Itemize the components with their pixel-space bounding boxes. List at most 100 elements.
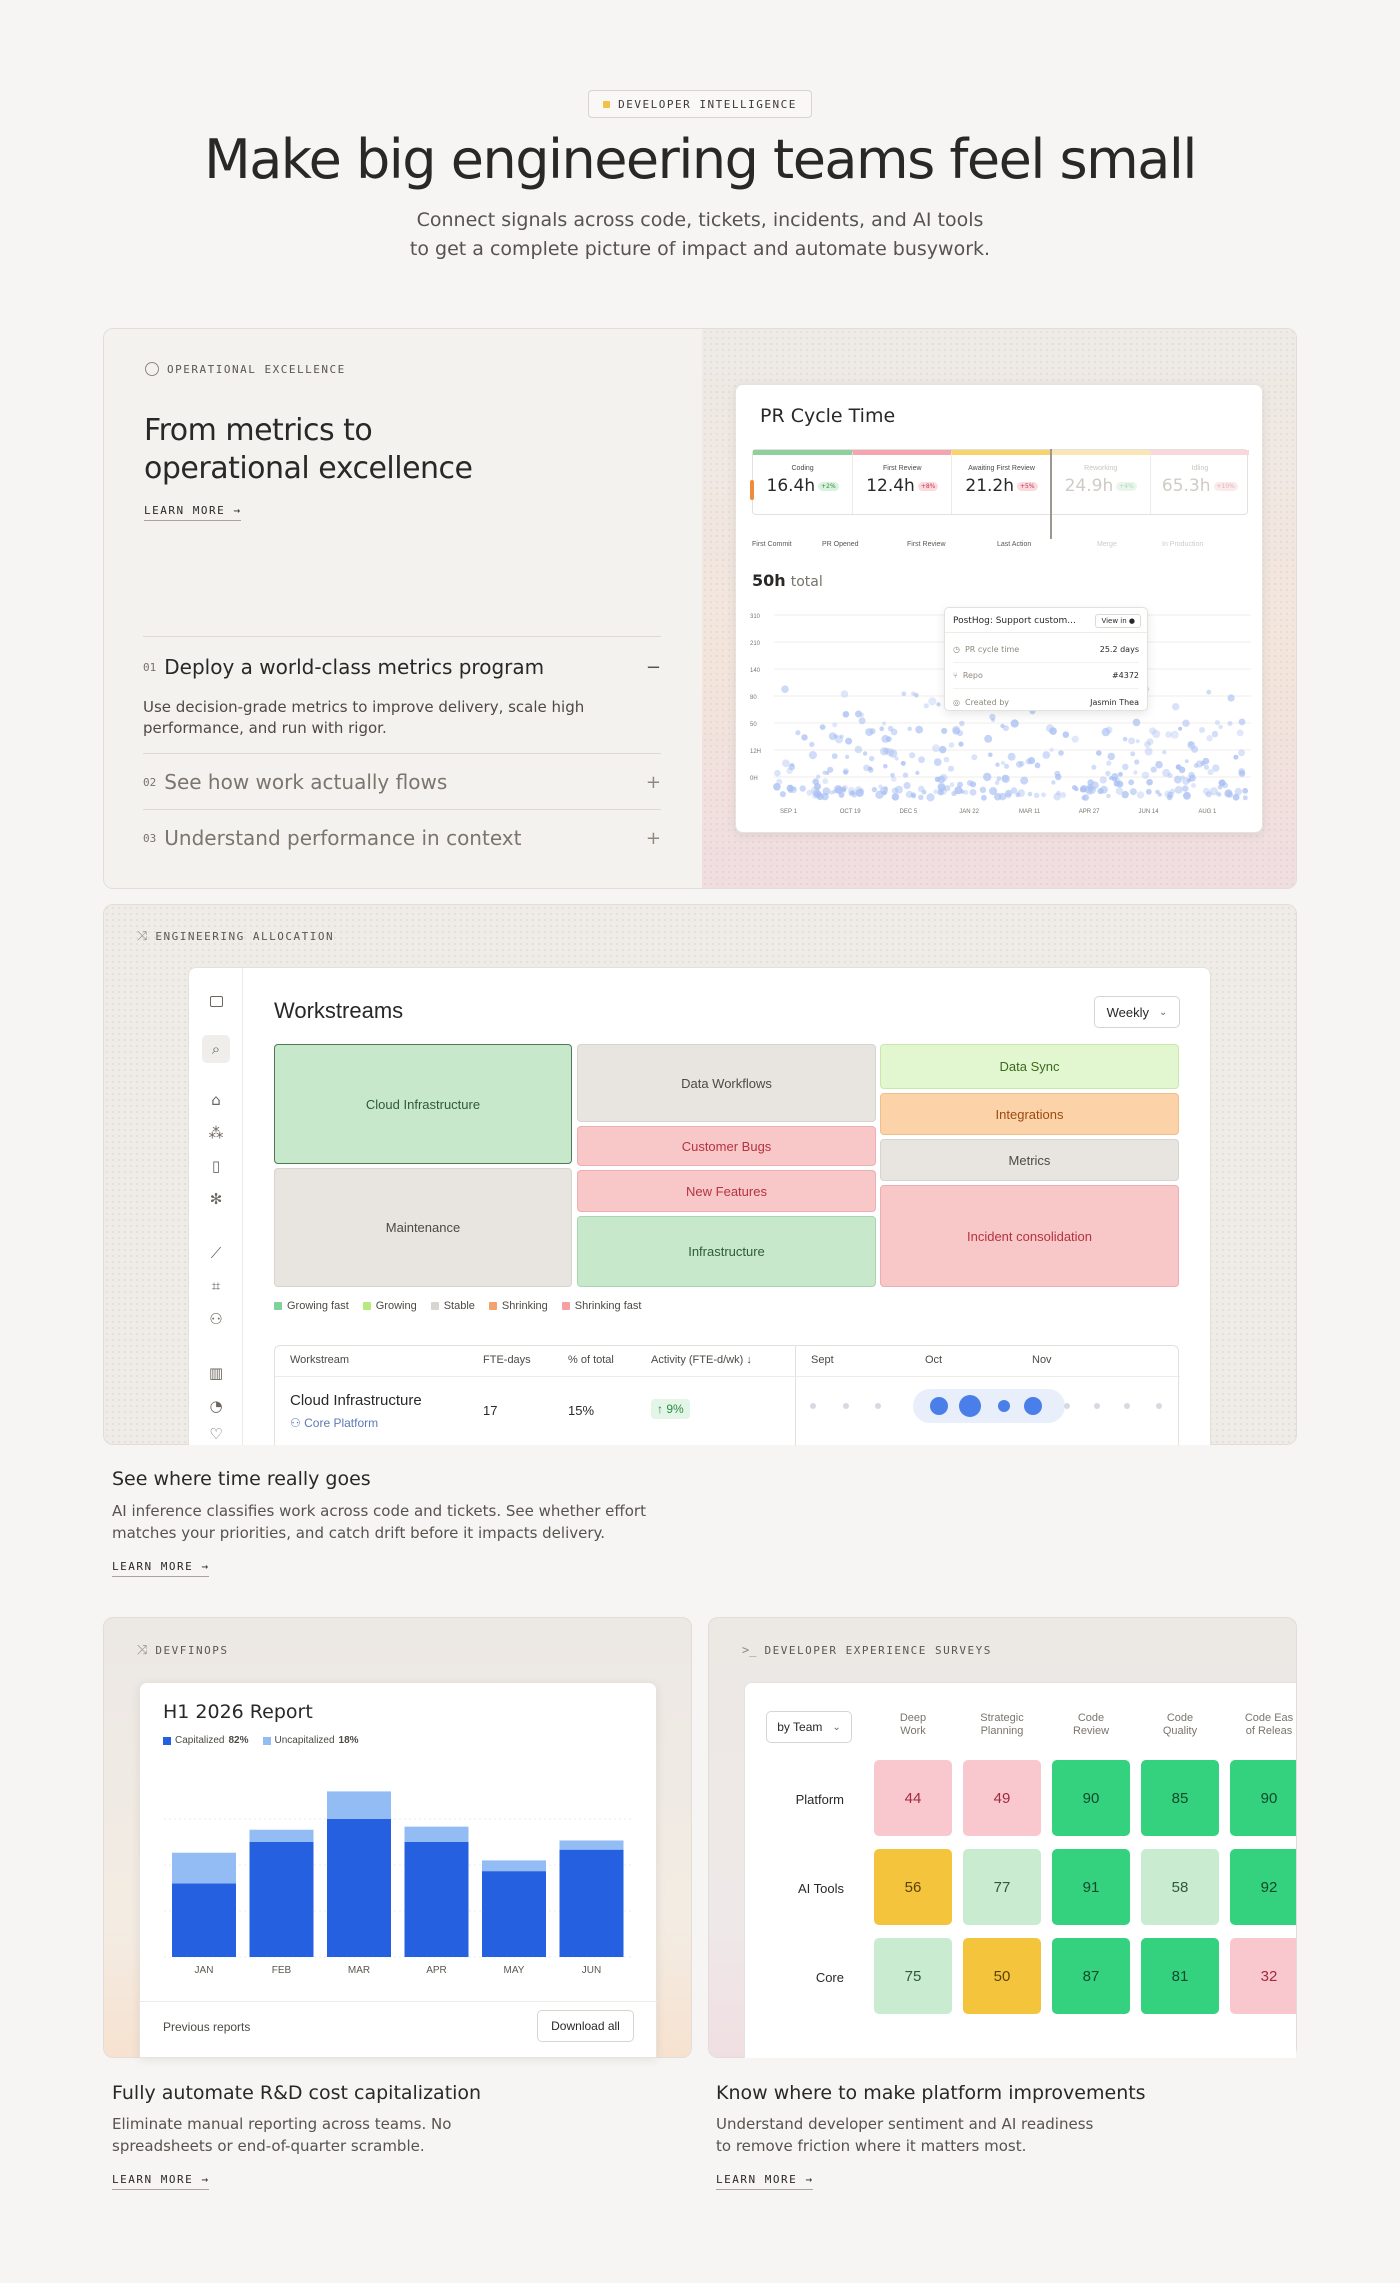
dx-column-header[interactable]: Code Review: [1052, 1712, 1130, 1738]
dx-heatmap-cell[interactable]: 85: [1141, 1760, 1219, 1836]
dx-column-header[interactable]: Strategic Planning: [963, 1712, 1041, 1738]
bar-uncapitalized[interactable]: [404, 1826, 469, 1842]
bar-capitalized[interactable]: [327, 1819, 391, 1957]
pr-point: [868, 767, 874, 773]
dx-heatmap-cell[interactable]: 81: [1141, 1938, 1219, 2014]
sidebar-toggle-icon[interactable]: [205, 990, 227, 1012]
dx-column-header[interactable]: Code Quality: [1141, 1712, 1219, 1738]
pr-point: [915, 725, 924, 734]
dx-heatmap-cell[interactable]: 90: [1052, 1760, 1130, 1836]
dx-heatmap-cell[interactable]: 56: [874, 1849, 952, 1925]
dx-heatmap-cell[interactable]: 49: [963, 1760, 1041, 1836]
dx-heatmap-cell[interactable]: 50: [963, 1938, 1041, 2014]
stage-value: 24.9h: [1064, 476, 1114, 496]
col-header-fte-days[interactable]: FTE-days: [483, 1354, 531, 1366]
pr-point: [1041, 792, 1046, 798]
team-filter-select[interactable]: by Team ⌄: [766, 1711, 852, 1743]
stage-5[interactable]: Idling 65.3h +10%: [1149, 450, 1249, 514]
dx-heatmap-cell[interactable]: 32: [1230, 1938, 1296, 2014]
view-in-github-button[interactable]: View in ●: [1095, 614, 1141, 628]
bar-uncapitalized[interactable]: [482, 1860, 546, 1872]
users-icon[interactable]: ⚇: [209, 1310, 223, 1328]
pr-point: [782, 759, 790, 768]
dx-column-header[interactable]: Code Eas of Releas: [1230, 1712, 1308, 1738]
stage-2[interactable]: First Review 12.4h +8%: [852, 450, 952, 514]
accordion-title: Deploy a world-class metrics program: [164, 655, 545, 679]
dx-heatmap: Platform 44 49 90 85 90 AI Tools 56 77 91 58 92 Core…: [744, 1760, 1296, 2058]
bar-uncapitalized[interactable]: [559, 1840, 624, 1850]
alloc-learn-more-link[interactable]: LEARN MORE →: [112, 1560, 210, 1577]
dx-heatmap-cell[interactable]: 91: [1052, 1849, 1130, 1925]
bar-capitalized[interactable]: [172, 1883, 236, 1957]
treemap-data-sync[interactable]: Data Sync: [880, 1044, 1179, 1089]
tooltip-row-label: Created by: [964, 697, 1009, 707]
dx-column-header[interactable]: Deep Work: [874, 1712, 952, 1738]
treemap-infrastructure[interactable]: Infrastructure: [577, 1216, 876, 1287]
bar-capitalized[interactable]: [404, 1842, 469, 1957]
treemap-customer-bugs[interactable]: Customer Bugs: [577, 1126, 876, 1166]
pie-icon[interactable]: ◔: [209, 1397, 223, 1415]
row-workstream-name[interactable]: Cloud Infrastructure: [290, 1392, 422, 1409]
col-header-activity[interactable]: Activity (FTE-d/wk) ↓: [651, 1354, 752, 1366]
github-icon: ●: [1128, 617, 1135, 625]
home-icon[interactable]: ⌂: [211, 1091, 221, 1109]
bar-chart-icon[interactable]: ▥: [208, 1364, 224, 1382]
pr-point: [1200, 760, 1206, 766]
chart-icon[interactable]: ⟋: [210, 1244, 222, 1262]
book-icon[interactable]: ▯: [211, 1157, 221, 1175]
bar-capitalized[interactable]: [249, 1842, 314, 1957]
download-all-button[interactable]: Download all: [537, 2010, 634, 2042]
dx-heatmap-cell[interactable]: 92: [1230, 1849, 1296, 1925]
dx-heatmap-cell[interactable]: 75: [874, 1938, 952, 2014]
pr-point: [891, 776, 897, 782]
pr-point: [883, 763, 888, 769]
dx-heatmap-cell[interactable]: 58: [1141, 1849, 1219, 1925]
treemap-metrics[interactable]: Metrics: [880, 1139, 1179, 1181]
search-icon[interactable]: ⌕: [202, 1035, 230, 1063]
period-select[interactable]: Weekly ⌄: [1094, 996, 1180, 1028]
accordion-item-1[interactable]: 01 Deploy a world-class metrics program …: [143, 636, 661, 754]
expand-icon[interactable]: +: [645, 827, 661, 849]
accordion-item-2[interactable]: 02 See how work actually flows +: [143, 753, 661, 809]
expand-icon[interactable]: +: [645, 771, 661, 793]
collapse-icon[interactable]: −: [645, 656, 661, 678]
stage-3[interactable]: Awaiting First Review 21.2h +5%: [951, 450, 1051, 514]
dx-heatmap-cell[interactable]: 44: [874, 1760, 952, 1836]
stage-4[interactable]: Reworking 24.9h +4%: [1050, 450, 1150, 514]
bar-uncapitalized[interactable]: [249, 1829, 314, 1842]
dx-learn-more-link[interactable]: LEARN MORE →: [716, 2173, 814, 2190]
treemap-incident-consolidation[interactable]: Incident consolidation: [880, 1185, 1179, 1287]
asterisk-icon[interactable]: ✻: [209, 1190, 223, 1208]
finops-heading: Fully automate R&D cost capitalization: [112, 2082, 482, 2104]
scan-icon[interactable]: ⌗: [211, 1277, 221, 1295]
treemap-cloud-infrastructure[interactable]: Cloud Infrastructure: [274, 1044, 572, 1164]
nodes-icon[interactable]: ⁂: [208, 1124, 224, 1142]
bar-capitalized[interactable]: [482, 1871, 546, 1957]
bar-capitalized[interactable]: [559, 1849, 624, 1957]
heart-icon[interactable]: ♡: [209, 1426, 223, 1442]
dx-description: Understand developer sentiment and AI re…: [716, 2113, 1093, 2157]
dx-column-line-1: Strategic: [980, 1712, 1024, 1724]
pr-point: [969, 781, 977, 788]
pr-point: [944, 785, 951, 792]
finops-eyebrow-label: DEVFINOPS: [155, 1644, 229, 1657]
bar-uncapitalized[interactable]: [327, 1791, 391, 1819]
bar-uncapitalized[interactable]: [172, 1852, 236, 1884]
treemap-maintenance[interactable]: Maintenance: [274, 1168, 572, 1287]
treemap-new-features[interactable]: New Features: [577, 1170, 876, 1212]
workstream-table: [274, 1345, 1180, 1446]
dx-heatmap-cell[interactable]: 90: [1230, 1760, 1296, 1836]
y-tick-label: 310: [750, 614, 761, 620]
col-header-pct[interactable]: % of total: [568, 1354, 614, 1366]
dx-heatmap-cell[interactable]: 87: [1052, 1938, 1130, 2014]
finops-learn-more-link[interactable]: LEARN MORE →: [112, 2173, 210, 2190]
accordion-item-3[interactable]: 03 Understand performance in context +: [143, 809, 661, 865]
ops-learn-more-link[interactable]: LEARN MORE →: [144, 504, 242, 521]
stage-1[interactable]: Coding 16.4h +2%: [753, 450, 853, 514]
pr-point: [834, 785, 843, 794]
pr-point: [1122, 736, 1128, 742]
treemap-data-workflows[interactable]: Data Workflows: [577, 1044, 876, 1122]
treemap-integrations[interactable]: Integrations: [880, 1093, 1179, 1135]
col-header-workstream[interactable]: Workstream: [290, 1354, 350, 1366]
dx-heatmap-cell[interactable]: 77: [963, 1849, 1041, 1925]
